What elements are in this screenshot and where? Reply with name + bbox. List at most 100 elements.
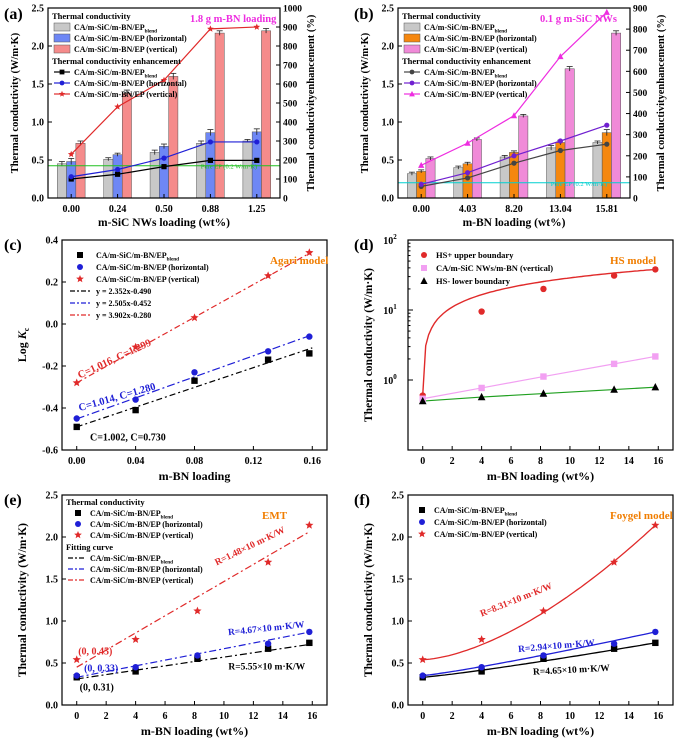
data-point-circle	[73, 415, 80, 422]
x-tick-label: 4	[479, 456, 484, 467]
x-tick-label: 1.25	[248, 204, 266, 215]
data-point-circle	[540, 285, 547, 293]
fit-annotation: C=1.014, C=1.280	[77, 382, 157, 415]
y-tick-label: 100	[383, 373, 397, 387]
data-point-circle	[59, 80, 65, 86]
y2-tick-label: 300	[283, 138, 298, 148]
intercept-label: (0, 0.33)	[84, 663, 118, 674]
x-tick-label: 2	[450, 456, 455, 467]
data-point-triangle	[610, 385, 618, 393]
y2-axis-label: Thermal conductivityenhancement (%)	[656, 14, 667, 191]
panel-label: (a)	[4, 6, 23, 23]
data-point-star	[76, 274, 84, 283]
hs-upper-curve	[422, 268, 656, 396]
y-tick-label: 0.5	[32, 156, 45, 167]
fit-annotation: R=5.55×10 m·K/W	[228, 663, 305, 673]
y2-tick-label: 600	[283, 81, 298, 91]
data-point-triangle	[539, 389, 548, 397]
legend-label: CA/m-SiC/m-BN/EPblend	[96, 251, 179, 263]
data-point-circle	[254, 139, 260, 145]
data-point-circle	[478, 664, 485, 671]
y-tick-label: 0.0	[392, 701, 405, 712]
x-tick-label: 0.00	[68, 456, 86, 467]
x-axis-label: m-BN loading (wt%)	[141, 724, 248, 738]
x-tick-label: 8	[538, 456, 543, 467]
data-point-circle	[409, 80, 415, 86]
data-point-circle	[132, 664, 139, 671]
data-point-circle	[557, 147, 564, 154]
chart-title: Agari model	[270, 255, 328, 267]
legend-label: CA/m-SiC/m-BN/EP (horizontal)	[90, 565, 203, 574]
data-point-square	[161, 164, 167, 170]
data-point-circle	[610, 272, 618, 279]
data-point-circle	[419, 672, 426, 679]
data-point-star	[418, 655, 427, 664]
y2-tick-label: 200	[633, 152, 648, 162]
legend-heading: Thermal conductivity	[66, 497, 145, 507]
data-point-circle	[557, 138, 564, 144]
legend-label: CA/m-SiC/m-BN/EP (vertical)	[434, 530, 538, 539]
data-point-star	[67, 150, 75, 158]
y-tick-label: 0.5	[392, 659, 405, 670]
data-point-square	[306, 639, 313, 647]
data-line	[422, 355, 656, 400]
data-point-circle	[264, 640, 272, 647]
y2-tick-label: 100	[633, 173, 648, 183]
x-axis-label: m-SiC NWs loading (wt%)	[98, 217, 230, 229]
y-axis-label: Log Kc	[15, 327, 31, 362]
intercept-label: (0, 0.45)	[78, 647, 112, 658]
x-tick-label: 8	[538, 711, 543, 722]
data-point-circle	[604, 122, 610, 128]
y-tick-label: -0.6	[42, 446, 58, 457]
chart-annotation: 1.8 g m-BN loading	[190, 14, 277, 25]
y2-tick-label: 400	[283, 119, 298, 129]
panel-a: (a) Pure EP (0.2 W/m·K) 0.0 0.5 1.0 1.5 2.0 2.5…	[4, 4, 317, 230]
fit-line	[76, 251, 313, 384]
chart-title: Foygel model	[610, 510, 673, 522]
y-axis-label: Thermal conductivity (W/m·K)	[363, 523, 375, 677]
data-point-star	[610, 557, 619, 566]
y-tick-label: 2.0	[46, 533, 59, 544]
data-point-square	[478, 384, 485, 392]
data-point-circle	[264, 348, 272, 355]
x-tick-label: 13.04	[549, 204, 572, 215]
legend-label: y = 3.902x-0.280	[96, 311, 151, 320]
x-tick-label: 14	[624, 456, 634, 467]
y-tick-label: 0.5	[46, 659, 59, 670]
data-point-circle	[73, 672, 80, 679]
y-tick-label: 1.5	[46, 575, 59, 586]
intercept-label: (0, 0.31)	[80, 683, 114, 694]
data-point-square	[421, 265, 427, 271]
data-point-circle	[465, 170, 471, 176]
y-tick-label: 0.0	[32, 194, 45, 205]
bar	[592, 142, 603, 199]
data-point-triangle	[418, 396, 427, 405]
panel-c: (c) 0.00 0.04 0.08 0.12 0.16 -0.6 -0.4 -0.2 0.0 0.…	[4, 236, 328, 484]
legend-swatch	[53, 22, 71, 32]
data-point-triangle	[651, 383, 660, 391]
data-point-circle	[207, 139, 213, 145]
data-point-circle	[418, 181, 424, 187]
data-point-circle	[75, 521, 81, 527]
data-point-circle	[419, 519, 425, 525]
legend-swatch	[53, 33, 71, 43]
legend-label: CA/m-SiC/m-BN/EP (horizontal)	[74, 79, 187, 88]
x-tick-label: 12	[248, 711, 258, 722]
x-tick-label: 0.12	[245, 456, 263, 467]
y-tick-label: 0.0	[46, 320, 59, 331]
y-tick-label: 2.5	[46, 491, 59, 502]
y-tick-label: 2.5	[382, 4, 395, 15]
x-tick-label: 14	[624, 711, 634, 722]
reference-label: Pure EP (0.2 W/m·K)	[201, 164, 257, 171]
data-point-circle	[652, 628, 659, 636]
x-tick-label: 0.24	[109, 204, 127, 215]
x-tick-label: 8.20	[505, 204, 523, 215]
legend-label: CA/m-SiC NWs/m-BN (vertical)	[436, 263, 553, 273]
data-point-circle	[478, 308, 485, 315]
legend-heading: Thermal conductivity	[52, 11, 131, 21]
y2-tick-label: 0	[633, 195, 638, 205]
y-tick-label: 2.0	[32, 42, 45, 53]
data-point-square	[419, 507, 425, 513]
y-tick-label: 1.5	[32, 80, 45, 91]
